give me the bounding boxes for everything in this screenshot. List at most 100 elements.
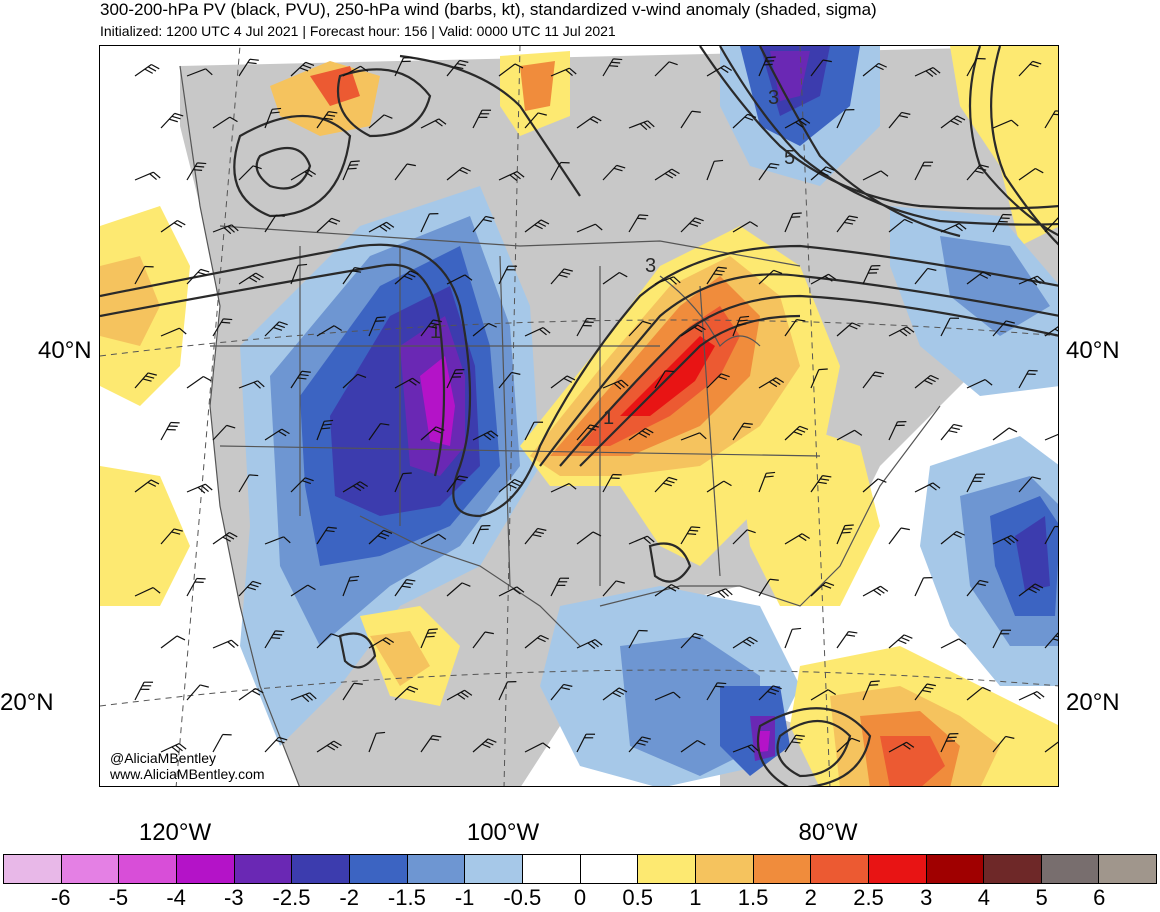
wind-barb [342, 160, 360, 181]
colorbar-tick-label: -1 [454, 885, 475, 910]
wind-barb [498, 171, 525, 181]
wind-barb [446, 274, 473, 285]
anomaly-shading [100, 46, 1058, 786]
wind-barb [810, 689, 837, 701]
wind-barb [238, 688, 264, 701]
wind-barb [680, 740, 706, 753]
colorbar-tick-label: -5 [108, 885, 129, 910]
contour-label: 5 [784, 147, 795, 169]
wind-barb [576, 223, 603, 233]
wind-barb [810, 59, 832, 77]
wind-barb [758, 685, 782, 701]
wind-barb [836, 322, 861, 337]
wind-barb [940, 638, 967, 649]
wind-barb [758, 377, 785, 389]
wind-barb [810, 273, 837, 285]
colorbar-swatch [695, 855, 754, 883]
wind-barb [368, 221, 395, 233]
wind-barb [654, 476, 678, 493]
wind-barb [498, 265, 518, 285]
wind-barb [212, 733, 232, 753]
wind-barb [576, 424, 599, 441]
wind-barb [316, 526, 337, 545]
wind-barb [264, 107, 282, 129]
colorbar-swatch [984, 855, 1042, 883]
wind-barb [940, 317, 960, 337]
wind-barb [1044, 525, 1058, 545]
wind-barb [888, 634, 913, 649]
wind-barb [186, 68, 213, 77]
wind-barb [888, 421, 907, 441]
wind-barb [784, 533, 811, 545]
wind-barb [888, 111, 911, 129]
wind-barb [394, 685, 419, 701]
wind-barb [238, 580, 262, 597]
wind-barb [342, 373, 367, 389]
wind-barb [264, 536, 291, 545]
wind-barb [498, 63, 524, 77]
wind-barb [134, 479, 160, 493]
colorbar-swatch [868, 855, 927, 883]
colorbar-swatch [61, 855, 120, 883]
wind-barb [238, 380, 265, 389]
contour-label: 3 [645, 255, 656, 277]
wind-barb [602, 687, 628, 701]
wind-barb [888, 527, 910, 545]
wind-barb [446, 689, 473, 701]
wind-barb [472, 525, 491, 545]
wind-barb [680, 110, 701, 129]
wind-barb [654, 584, 680, 597]
wind-barb [680, 632, 704, 649]
weather-map: 3 5 3 1 1 @AliciaMBentley www.AliciaMBen… [99, 45, 1059, 787]
wind-barb [810, 368, 828, 389]
colorbar-tick-label: -3 [224, 885, 244, 910]
wind-barb [186, 483, 213, 494]
wind-barb [472, 738, 497, 753]
wind-barb [966, 579, 989, 597]
map-subtitle: Initialized: 1200 UTC 4 Jul 2021 | Forec… [100, 23, 616, 39]
wind-barb [628, 428, 654, 441]
wind-barb [212, 532, 238, 545]
wind-barb [940, 530, 965, 545]
wind-barb [160, 743, 187, 753]
wind-barb [602, 580, 625, 597]
wind-barb [784, 425, 809, 441]
wind-barb [264, 630, 285, 649]
wind-barb [498, 478, 523, 493]
wind-barb [862, 680, 880, 701]
wind-barb [472, 430, 499, 441]
colorbar-tick-label: 5 [1035, 885, 1048, 910]
wind-barb [134, 265, 154, 285]
lon-label: 100°W [466, 819, 540, 846]
wind-barb [550, 161, 570, 181]
colorbar [3, 854, 1157, 884]
wind-barb [732, 636, 758, 649]
wind-barb [420, 426, 445, 441]
wind-barb [1044, 632, 1058, 649]
colorbar-swatch [176, 855, 235, 883]
wind-barb [316, 633, 340, 649]
wind-barb [836, 631, 858, 649]
wind-barb [186, 162, 207, 181]
colorbar-swatch [119, 855, 177, 883]
colorbar-tick-label: -0.5 [503, 885, 542, 910]
wind-barb [706, 588, 733, 599]
wind-barb [238, 474, 259, 493]
wind-barb [1018, 476, 1041, 493]
wind-barb [680, 217, 704, 233]
wind-barb [394, 579, 416, 597]
wind-barb [160, 635, 186, 649]
wind-barb [368, 316, 386, 337]
wind-barbs [134, 56, 1058, 753]
lat-label-right: 20°N [1066, 689, 1120, 716]
wind-barb [1018, 275, 1045, 286]
wind-barb [342, 481, 369, 493]
wind-barb [992, 213, 1012, 233]
wind-barb [966, 57, 986, 77]
wind-barb [368, 114, 393, 129]
wind-barb [628, 535, 655, 545]
wind-barb [732, 315, 750, 337]
wind-barb [732, 422, 753, 441]
wind-barb [732, 529, 756, 545]
wind-barb [940, 223, 967, 233]
